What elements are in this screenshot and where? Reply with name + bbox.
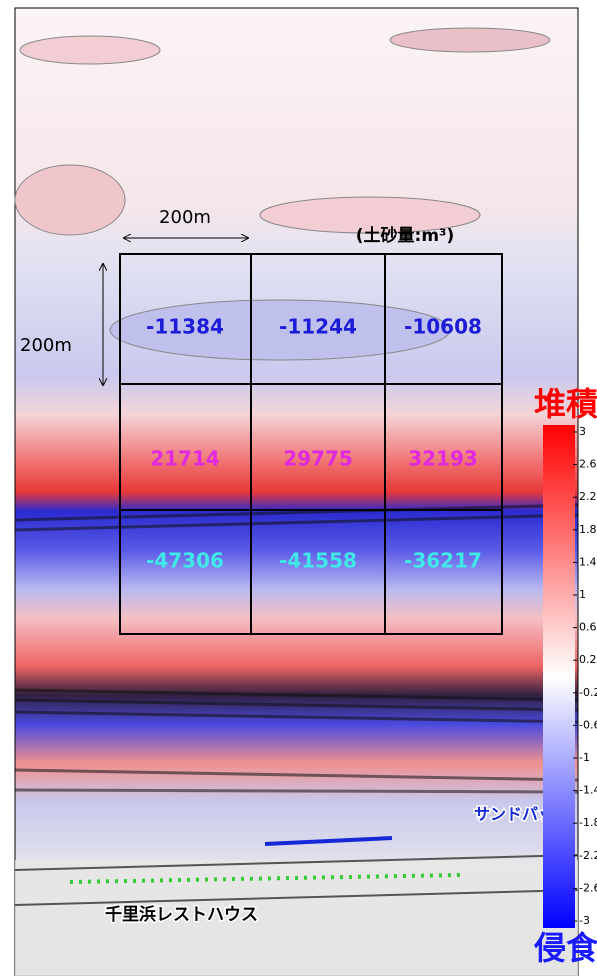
colorbar-tick-label: 0.6 — [579, 621, 597, 634]
colorbar-tick-label: 1.8 — [579, 523, 597, 536]
cell-value: -41558 — [279, 549, 357, 573]
cell-value: -47306 — [146, 549, 224, 573]
scale-y-label: 200m — [20, 335, 72, 356]
resthouse-label: 千里浜レストハウス — [105, 905, 258, 925]
cell-value: 21714 — [150, 447, 220, 471]
cell-value: -36217 — [404, 549, 482, 573]
cell-value: -10608 — [404, 315, 482, 339]
colorbar-tick-label: -0.6 — [579, 718, 597, 731]
colorbar-tick-label: 1.4 — [579, 555, 597, 568]
colorbar-tick-label: -0.2 — [579, 686, 597, 699]
colorbar — [543, 425, 575, 928]
unit-label: (土砂量:m³) — [356, 225, 455, 246]
colorbar-tick-label: 3 — [579, 425, 586, 438]
cell-value: 32193 — [408, 447, 478, 471]
colorbar-tick-label: -1 — [579, 751, 590, 764]
colorbar-tick-label: -2.6 — [579, 881, 597, 894]
colorbar-tick-label: -1.4 — [579, 784, 597, 797]
colorbar-top-label: 堆積 — [534, 385, 597, 423]
colorbar-tick-label: -1.8 — [579, 816, 597, 829]
colorbar-tick-label: 0.2 — [579, 653, 597, 666]
cell-value: -11384 — [146, 315, 224, 339]
scale-x-label: 200m — [159, 207, 211, 228]
colorbar-tick-label: -2.2 — [579, 849, 597, 862]
colorbar-bottom-label: 侵食 — [533, 929, 597, 967]
figure: -11384 -11244 -10608 21714 29775 32193 -47306 -… — [0, 0, 597, 976]
colorbar-tick-label: 2.6 — [579, 458, 597, 471]
colorbar-tick-label: 1 — [579, 588, 586, 601]
map-background — [15, 8, 578, 976]
colorbar-tick-label: -3 — [579, 914, 590, 927]
colorbar-tick-label: 2.2 — [579, 490, 597, 503]
cell-value: 29775 — [283, 447, 353, 471]
cell-value: -11244 — [279, 315, 357, 339]
page: -11384 -11244 -10608 21714 29775 32193 -47306 -… — [0, 0, 597, 976]
